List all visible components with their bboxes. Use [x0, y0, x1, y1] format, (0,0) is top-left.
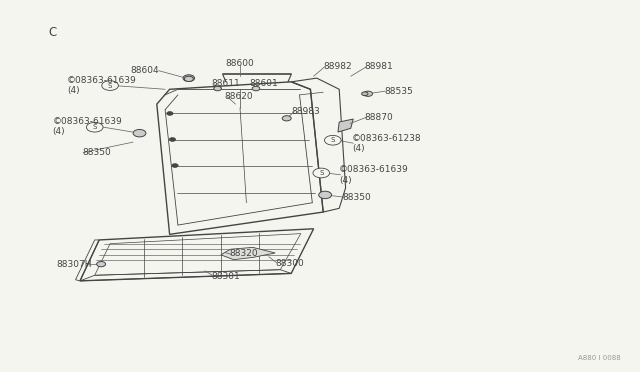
- Circle shape: [364, 91, 372, 96]
- Text: 88301: 88301: [211, 272, 240, 280]
- Text: A880 l 0088: A880 l 0088: [578, 355, 621, 361]
- Polygon shape: [221, 247, 275, 260]
- Text: 88601: 88601: [250, 79, 278, 88]
- Circle shape: [183, 75, 195, 81]
- Text: S: S: [108, 83, 112, 89]
- Polygon shape: [338, 119, 353, 132]
- Text: S: S: [93, 124, 97, 130]
- Circle shape: [324, 135, 341, 145]
- Circle shape: [214, 86, 221, 91]
- Circle shape: [102, 81, 118, 90]
- Text: 88350: 88350: [82, 148, 111, 157]
- Circle shape: [252, 86, 260, 91]
- Text: ©08363-61639
(4): ©08363-61639 (4): [52, 117, 122, 136]
- Text: 88611: 88611: [211, 79, 240, 88]
- Text: S: S: [319, 170, 323, 176]
- Text: 88300: 88300: [275, 259, 304, 268]
- Text: 88307H: 88307H: [56, 260, 92, 269]
- Circle shape: [166, 112, 173, 115]
- Circle shape: [362, 92, 368, 96]
- Circle shape: [133, 129, 146, 137]
- Text: 88870: 88870: [365, 113, 394, 122]
- Text: ©08363-61238
(4): ©08363-61238 (4): [352, 134, 422, 153]
- Circle shape: [86, 122, 103, 132]
- Circle shape: [169, 138, 175, 141]
- Text: C: C: [48, 26, 56, 39]
- Circle shape: [172, 164, 178, 167]
- Text: 88600: 88600: [226, 59, 254, 68]
- Text: S: S: [331, 137, 335, 143]
- Circle shape: [97, 262, 106, 267]
- Text: 88981: 88981: [365, 62, 394, 71]
- Circle shape: [282, 116, 291, 121]
- Text: 88320: 88320: [229, 249, 258, 258]
- Text: 88535: 88535: [384, 87, 413, 96]
- Circle shape: [319, 191, 332, 199]
- Text: 88604: 88604: [130, 66, 159, 75]
- Circle shape: [184, 76, 193, 81]
- Text: 88350: 88350: [342, 193, 371, 202]
- Text: 88982: 88982: [323, 62, 352, 71]
- Text: 88620: 88620: [224, 92, 253, 101]
- Text: ©08363-61639
(4): ©08363-61639 (4): [67, 76, 137, 95]
- Text: ©08363-61639
(4): ©08363-61639 (4): [339, 165, 409, 185]
- Text: 88983: 88983: [291, 107, 320, 116]
- Circle shape: [313, 168, 330, 178]
